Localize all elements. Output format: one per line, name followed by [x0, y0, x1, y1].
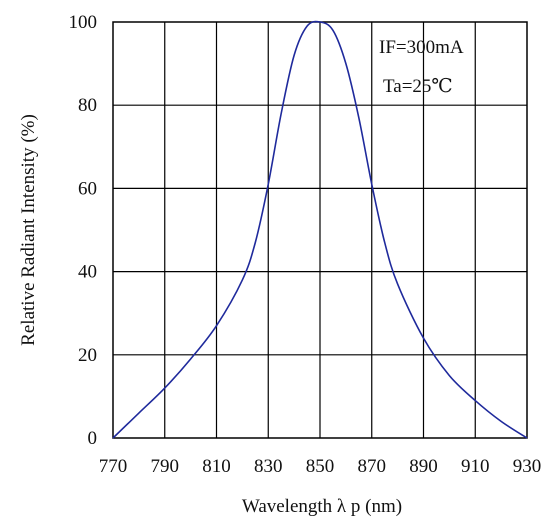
x-tick-label: 770	[99, 456, 128, 477]
annotation-current: IF=300mA	[379, 37, 464, 58]
y-tick-label: 0	[88, 428, 98, 449]
x-tick-label: 930	[513, 456, 542, 477]
y-tick-label: 60	[78, 178, 97, 199]
x-tick-labels: 770 790 810 830 850 870 890 910 930	[99, 456, 542, 477]
series-line-0	[112, 20, 528, 439]
x-tick-label: 810	[202, 456, 231, 477]
x-tick-label: 830	[254, 456, 283, 477]
x-axis-title: Wavelength λ p (nm)	[242, 496, 402, 517]
x-tick-label: 910	[461, 456, 490, 477]
y-tick-label: 80	[78, 95, 97, 116]
y-tick-label: 40	[78, 262, 97, 283]
x-tick-label: 870	[358, 456, 387, 477]
series-group	[112, 20, 528, 439]
y-axis-title: Relative Radiant Intensity (%)	[18, 114, 39, 346]
y-tick-label: 100	[69, 12, 98, 33]
grid-horizontal	[113, 104, 527, 356]
annotation-temperature: Ta=25℃	[383, 76, 453, 97]
grid-vertical	[164, 22, 476, 438]
x-tick-label: 790	[151, 456, 180, 477]
y-tick-labels: 0 20 40 60 80 100	[69, 12, 98, 449]
y-tick-label: 20	[78, 345, 97, 366]
x-tick-label: 850	[306, 456, 335, 477]
x-tick-label: 890	[409, 456, 438, 477]
